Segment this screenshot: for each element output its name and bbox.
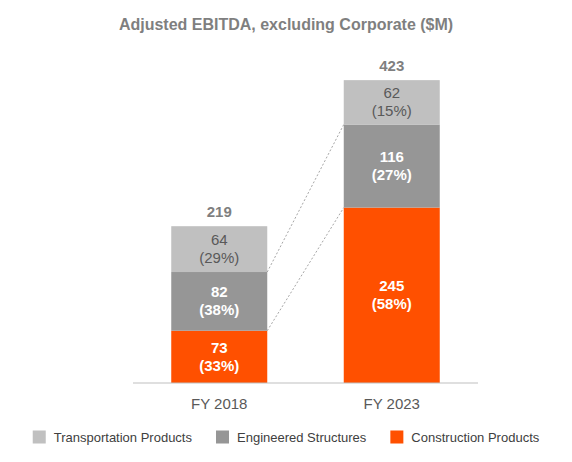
legend-label: Construction Products	[411, 430, 539, 445]
chart: Adjusted EBITDA, excluding Corporate ($M…	[0, 0, 572, 462]
legend: Transportation Products Engineered Struct…	[33, 430, 540, 445]
legend-swatch	[390, 431, 403, 444]
labels: 73(33%) 82(38%) 64(29%) 219 245(58%) 116(27%)…	[199, 57, 412, 374]
total-label: 423	[379, 57, 404, 74]
bar-segment	[171, 226, 267, 272]
connector	[267, 125, 344, 272]
data-label-line: (33%)	[199, 357, 239, 374]
bar-segment	[344, 208, 440, 383]
data-label: 62(15%)	[372, 84, 412, 119]
data-label-line: (29%)	[199, 249, 239, 266]
data-label: 116(27%)	[372, 148, 412, 183]
data-label-line: 82	[211, 283, 228, 300]
data-label-line: 62	[383, 84, 400, 101]
data-label: 82(38%)	[199, 283, 239, 318]
total-label: 219	[207, 203, 232, 220]
title: Adjusted EBITDA, excluding Corporate ($M…	[119, 16, 453, 33]
x-tick-label: FY 2023	[364, 395, 420, 412]
bar-segment	[344, 80, 440, 124]
data-label-line: (58%)	[372, 295, 412, 312]
bar-segment	[171, 272, 267, 331]
x-tick-label: FY 2018	[191, 395, 247, 412]
data-label-line: (38%)	[199, 301, 239, 318]
legend-label: Engineered Structures	[237, 430, 367, 445]
data-label-line: 116	[380, 148, 404, 165]
data-label: 64(29%)	[199, 231, 239, 266]
data-label: 245(58%)	[372, 277, 412, 312]
legend-label: Transportation Products	[54, 430, 193, 445]
legend-swatch	[216, 431, 229, 444]
bar-segment	[171, 331, 267, 383]
data-label-line: 73	[211, 339, 228, 356]
connector	[267, 208, 344, 331]
data-label-line: 245	[379, 277, 404, 294]
legend-swatch	[33, 431, 46, 444]
data-label-line: 64	[211, 231, 228, 248]
x-axis	[133, 383, 478, 384]
bars	[171, 80, 440, 383]
data-label: 73(33%)	[199, 339, 239, 374]
data-label-line: (27%)	[372, 166, 412, 183]
data-label-line: (15%)	[372, 102, 412, 119]
bar-segment	[344, 125, 440, 208]
